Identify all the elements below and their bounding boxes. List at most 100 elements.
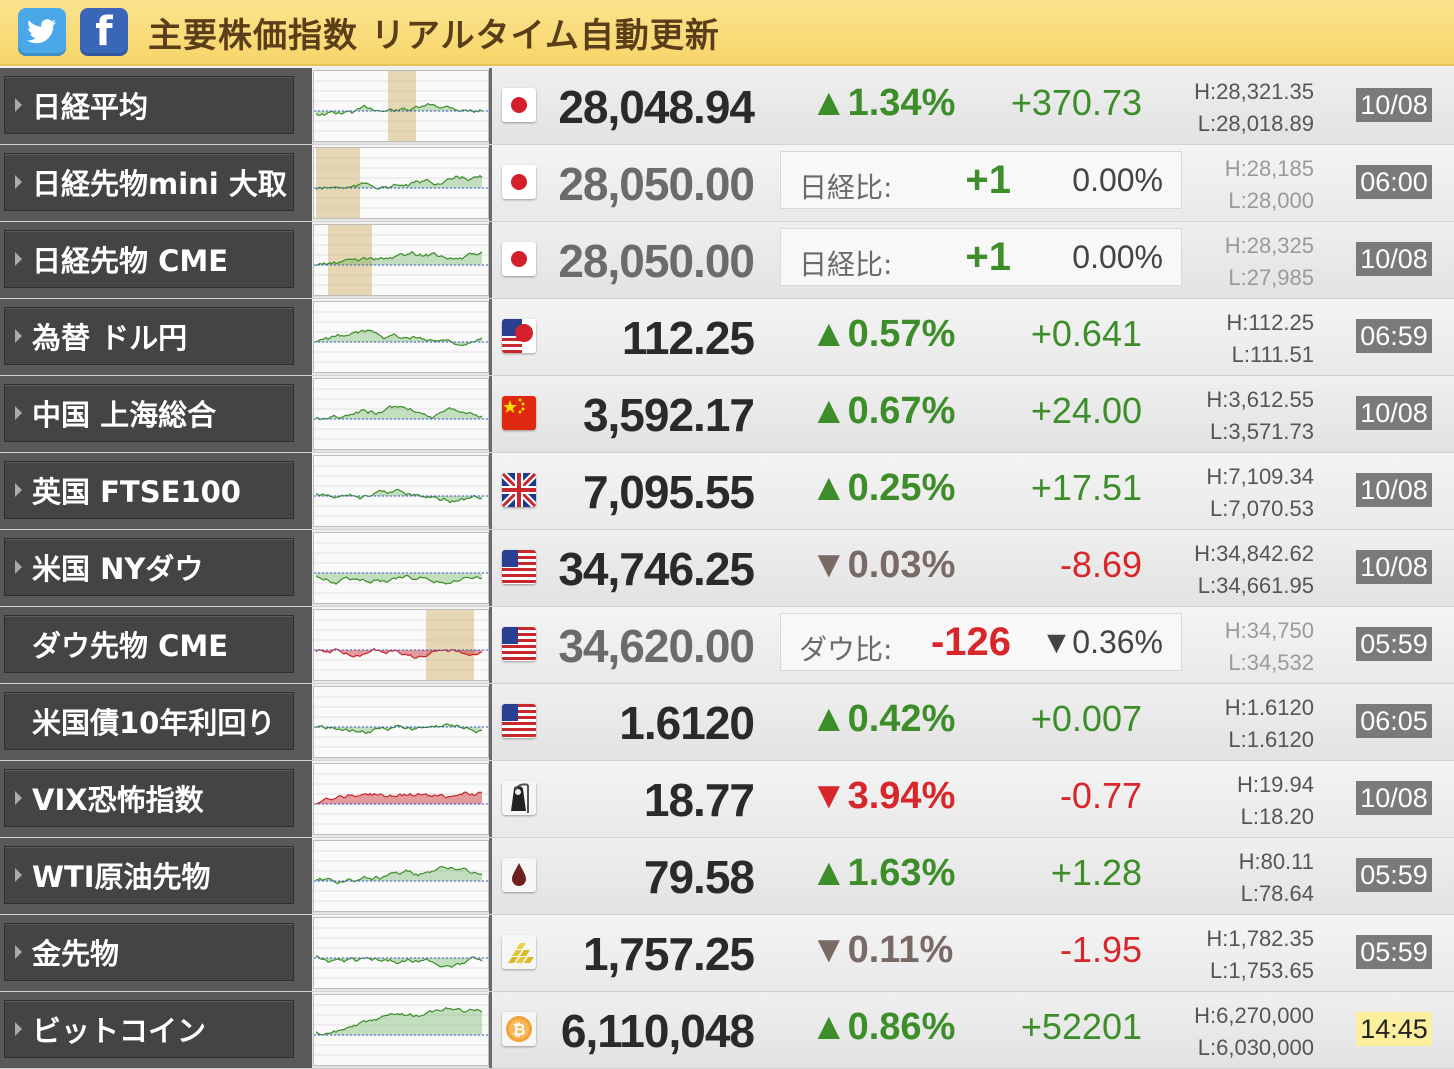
index-name: 中国 上海総合 [32, 398, 217, 432]
index-name-button[interactable]: WTI原油先物 [4, 846, 294, 904]
index-name-button[interactable]: 日経先物 CME [4, 230, 294, 288]
us-flag-icon [502, 550, 536, 584]
index-name-button[interactable]: ビットコイン [4, 1000, 294, 1058]
change-value: +0.641 [1030, 313, 1142, 354]
index-name: 米国債10年利回り [32, 706, 276, 740]
future-diff: +1 [965, 235, 1011, 279]
high-value: H:28,185 [1224, 156, 1314, 181]
table-row[interactable]: WTI原油先物 79.58 ▲1.63% +1.28 H:80.11 L:78.… [0, 838, 1454, 915]
high-value: H:1.6120 [1224, 695, 1314, 720]
sparkline-chart[interactable] [313, 147, 489, 219]
column-divider [489, 453, 492, 529]
table-row[interactable]: 日経先物mini 大取 28,050.00 日経比: +1 0.00% H:28… [0, 145, 1454, 222]
index-name-cell[interactable]: 米国債10年利回り [0, 684, 312, 760]
page-title: 主要株価指数 リアルタイム自動更新 [148, 15, 720, 56]
sparkline-chart[interactable] [313, 378, 489, 450]
change-percent: ▲0.42% [810, 698, 956, 740]
index-name: VIX恐怖指数 [32, 783, 204, 817]
future-diff: +1 [965, 158, 1011, 202]
index-name-button[interactable]: VIX恐怖指数 [4, 769, 294, 827]
uk-flag-icon [502, 473, 536, 507]
update-time-badge: 10/08 [1356, 396, 1432, 430]
change-value: -8.69 [1059, 544, 1142, 585]
chevron-right-icon [15, 1022, 22, 1036]
table-row[interactable]: ダウ先物 CME 34,620.00 ダウ比: -126 ▼0.36% H:34… [0, 607, 1454, 684]
sparkline-chart[interactable] [313, 455, 489, 527]
sparkline-chart[interactable] [313, 70, 489, 142]
japan-flag-icon [502, 88, 536, 122]
table-row[interactable]: 米国債10年利回り 1.6120 ▲0.42% +0.007 H:1.6120 … [0, 684, 1454, 761]
index-name-button[interactable]: 金先物 [4, 923, 294, 981]
sparkline-chart[interactable] [313, 994, 489, 1066]
column-divider [489, 299, 492, 375]
sparkline-chart[interactable] [313, 763, 489, 835]
update-time-badge: 10/08 [1356, 88, 1432, 122]
index-name: 米国 NYダウ [32, 552, 204, 586]
table-row[interactable]: 為替 ドル円 112.25 ▲0.57% +0.641 H:112.25 L:1… [0, 299, 1454, 376]
sparkline-chart[interactable] [313, 224, 489, 296]
future-pct: 0.00% [1072, 162, 1163, 198]
sparkline-chart[interactable] [313, 686, 489, 758]
update-time-badge: 10/08 [1356, 242, 1432, 276]
index-name-cell[interactable]: ビットコイン [0, 992, 312, 1068]
update-time-badge: 06:05 [1356, 704, 1432, 738]
index-name-button[interactable]: 米国 NYダウ [4, 538, 294, 596]
index-name-button[interactable]: 為替 ドル円 [4, 307, 294, 365]
future-compare-label: 日経比: [799, 171, 893, 204]
index-name-cell[interactable]: ダウ先物 CME [0, 607, 312, 683]
twitter-icon[interactable] [18, 8, 66, 56]
low-value: L:7,070.53 [1210, 496, 1314, 521]
index-name-cell[interactable]: VIX恐怖指数 [0, 761, 312, 837]
future-compare-label: 日経比: [799, 248, 893, 281]
index-name-cell[interactable]: 金先物 [0, 915, 312, 991]
index-name-button[interactable]: 中国 上海総合 [4, 384, 294, 442]
japan-flag-icon [502, 242, 536, 276]
table-row[interactable]: 英国 FTSE100 7,095.55 ▲0.25% +17.51 H:7,10… [0, 453, 1454, 530]
high-low: H:28,321.35 L:28,018.89 [1180, 76, 1314, 140]
facebook-icon[interactable]: f [80, 8, 128, 56]
index-name-button[interactable]: ダウ先物 CME [4, 615, 294, 673]
low-value: L:111.51 [1231, 342, 1314, 367]
high-value: H:80.11 [1238, 849, 1314, 874]
index-name-button[interactable]: 米国債10年利回り [4, 692, 294, 750]
index-name-cell[interactable]: 為替 ドル円 [0, 299, 312, 375]
change-percent: ▲0.67% [810, 390, 956, 432]
index-name-cell[interactable]: 日経先物 CME [0, 222, 312, 298]
table-row[interactable]: 日経先物 CME 28,050.00 日経比: +1 0.00% H:28,32… [0, 222, 1454, 299]
high-low: H:34,750 L:34,532 [1180, 615, 1314, 679]
high-low: H:34,842.62 L:34,661.95 [1180, 538, 1314, 602]
sparkline-chart[interactable] [313, 840, 489, 912]
index-name-button[interactable]: 日経先物mini 大取 [4, 153, 294, 211]
index-name-cell[interactable]: 米国 NYダウ [0, 530, 312, 606]
chevron-right-icon [15, 945, 22, 959]
sparkline-chart[interactable] [313, 609, 489, 681]
sparkline-chart[interactable] [313, 532, 489, 604]
change-percent: ▲1.63% [810, 852, 956, 894]
chevron-right-icon [15, 98, 22, 112]
index-name-cell[interactable]: 日経平均 [0, 68, 312, 144]
high-value: H:7,109.34 [1206, 464, 1314, 489]
table-row[interactable]: 金先物 1,757.25 ▼0.11% -1.95 H:1,782.35 L:1… [0, 915, 1454, 992]
index-name-cell[interactable]: WTI原油先物 [0, 838, 312, 914]
sparkline-chart[interactable] [313, 917, 489, 989]
reaper-flag-icon [502, 781, 536, 815]
table-row[interactable]: 米国 NYダウ 34,746.25 ▼0.03% -8.69 H:34,842.… [0, 530, 1454, 607]
china-flag-icon [502, 396, 536, 430]
high-low: H:19.94 L:18.20 [1180, 769, 1314, 833]
change-percent: ▲1.34% [810, 82, 956, 124]
index-name-button[interactable]: 日経平均 [4, 76, 294, 134]
table-row[interactable]: 中国 上海総合 3,592.17 ▲0.67% +24.00 H:3,612.5… [0, 376, 1454, 453]
gold-flag-icon [502, 935, 536, 969]
japan-flag-icon [502, 165, 536, 199]
table-row[interactable]: 日経平均 28,048.94 ▲1.34% +370.73 H:28,321.3… [0, 68, 1454, 145]
update-time-badge: 06:00 [1356, 165, 1432, 199]
index-name-cell[interactable]: 日経先物mini 大取 [0, 145, 312, 221]
index-name-cell[interactable]: 中国 上海総合 [0, 376, 312, 452]
table-row[interactable]: VIX恐怖指数 18.77 ▼3.94% -0.77 H:19.94 L:18.… [0, 761, 1454, 838]
high-low: H:1,782.35 L:1,753.65 [1180, 923, 1314, 987]
index-name: 金先物 [32, 937, 120, 971]
table-row[interactable]: ビットコイン ₿ 6,110,048 ▲0.86% +52201 H:6,270… [0, 992, 1454, 1069]
index-name-button[interactable]: 英国 FTSE100 [4, 461, 294, 519]
index-name-cell[interactable]: 英国 FTSE100 [0, 453, 312, 529]
sparkline-chart[interactable] [313, 301, 489, 373]
